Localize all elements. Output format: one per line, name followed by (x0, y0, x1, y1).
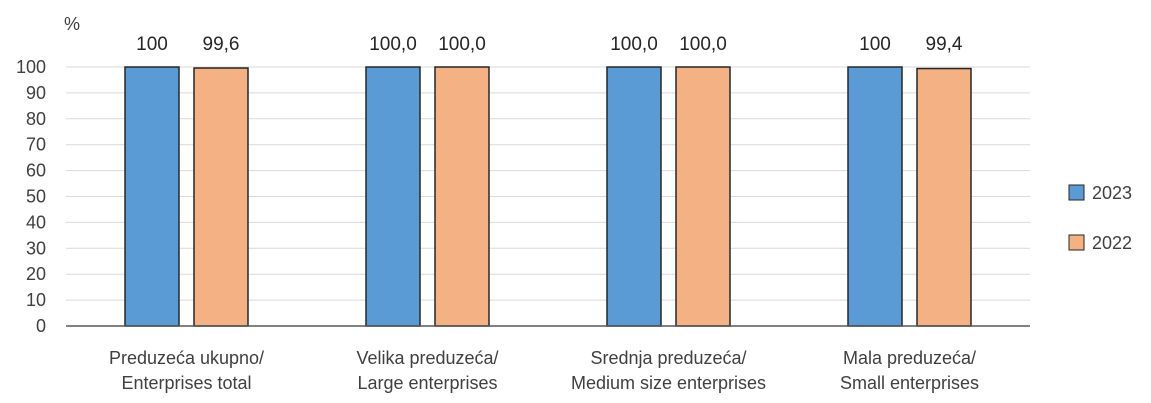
legend-label-2022: 2022 (1092, 233, 1132, 253)
bar-2023-3 (847, 66, 903, 327)
bar-2022-1 (434, 66, 490, 327)
legend-label-2023: 2023 (1092, 183, 1132, 203)
bar-2022-2 (675, 66, 731, 327)
y-tick-label: 20 (26, 264, 46, 284)
data-label-2023-0: 100 (136, 34, 168, 55)
category-label-0: Preduzeća ukupno/Enterprises total (109, 348, 264, 393)
y-tick-label: 80 (26, 109, 46, 129)
y-axis-ticks: 0 10 20 30 40 50 60 70 80 90 100 (16, 57, 46, 336)
bar-2023-2 (606, 66, 662, 327)
y-axis-unit-label: % (64, 14, 80, 34)
y-tick-label: 100 (16, 57, 46, 77)
category-label-2: Srednja preduzeća/Medium size enterprise… (571, 348, 766, 393)
data-label-2023-2: 100,0 (610, 34, 658, 55)
data-label-2022-2: 100,0 (679, 34, 727, 55)
category-labels: Preduzeća ukupno/Enterprises total Velika… (109, 348, 979, 393)
legend: 2023 2022 (1068, 183, 1132, 253)
category-label-1: Velika preduzeća/Large enterprises (356, 348, 498, 393)
y-tick-label: 50 (26, 187, 46, 207)
data-label-2022-1: 100,0 (438, 34, 486, 55)
data-label-2022-0: 99,6 (203, 34, 240, 55)
data-label-2022-3: 99,4 (926, 34, 963, 55)
y-tick-label: 40 (26, 212, 46, 232)
y-tick-label: 10 (26, 290, 46, 310)
y-tick-label: 90 (26, 83, 46, 103)
y-tick-label: 60 (26, 161, 46, 181)
bar-2022-3 (916, 67, 972, 327)
bar-2023-1 (365, 66, 421, 327)
y-tick-label: 70 (26, 135, 46, 155)
category-label-3: Mala preduzeća/Small enterprises (840, 348, 979, 393)
bar-2023-0 (124, 66, 180, 327)
y-tick-label: 0 (36, 316, 46, 336)
legend-swatch-2022 (1068, 234, 1085, 251)
legend-swatch-2023 (1068, 184, 1085, 201)
data-label-2023-1: 100,0 (369, 34, 417, 55)
data-label-2023-3: 100 (859, 34, 891, 55)
y-tick-label: 30 (26, 238, 46, 258)
bar-2022-0 (193, 67, 249, 327)
data-labels: 100 100,0 100,0 100 99,6 100,0 100,0 99,4 (136, 34, 963, 55)
